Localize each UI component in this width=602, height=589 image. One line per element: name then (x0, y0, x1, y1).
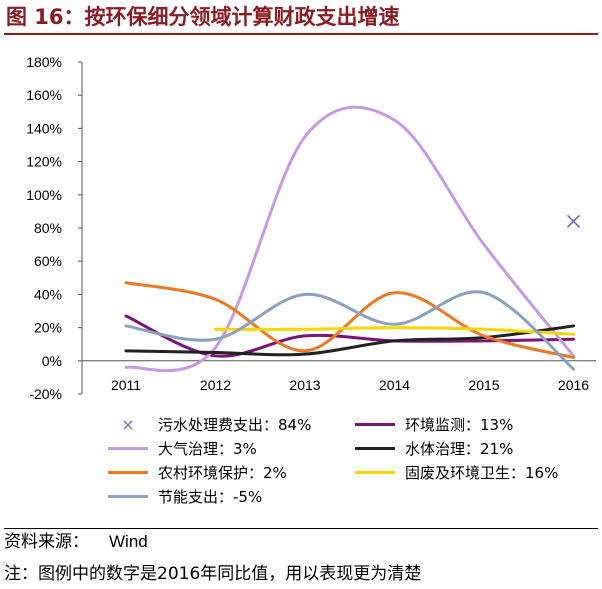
legend-swatch (355, 470, 395, 474)
legend-item: 农村环境保护：2% (108, 461, 287, 483)
x-tick-label: 2013 (289, 377, 320, 393)
x-tick-label: 2014 (379, 377, 410, 393)
line-chart: 180% 160% 140% 120% 100% 80% 60% 40% 20% 0% -20% 2… (26, 54, 596, 402)
legend-label: 污水处理费支出：84% (158, 415, 312, 434)
y-tick-label: 160% (26, 87, 62, 103)
series-line-6 (124, 290, 575, 371)
legend-swatch (108, 446, 148, 450)
x-tick-label: 2011 (111, 377, 141, 393)
y-tick-label: 180% (26, 54, 62, 70)
legend-swatch (355, 446, 395, 450)
y-tick-label: -20% (29, 386, 62, 402)
series-marker-point (566, 214, 581, 228)
legend-swatch (108, 494, 148, 498)
footer-divider (4, 528, 598, 529)
legend-item: 环境监测：13% (355, 413, 513, 435)
legend-label: 环境监测：13% (405, 415, 514, 434)
legend-item: 大气治理：3% (108, 437, 257, 459)
series-line-2 (124, 105, 575, 373)
source-value: Wind (109, 532, 148, 551)
y-tick-label: 60% (34, 253, 62, 269)
legend-label: 节能支出：-5% (158, 487, 263, 506)
y-tick-label: 80% (34, 220, 62, 236)
legend-label: 固废及环境卫生：16% (405, 463, 559, 482)
footnote: 注：图例中的数字是2016年同比值，用以表现更为清楚 (4, 564, 422, 584)
y-tick-label: 20% (34, 320, 62, 336)
legend-label: 水体治理：21% (405, 439, 514, 458)
legend-item: 固废及环境卫生：16% (355, 461, 558, 483)
y-axis: 180% 160% 140% 120% 100% 80% 60% 40% 20% 0% -20% (26, 54, 83, 402)
legend-swatch (108, 470, 148, 474)
source-line: 资料来源： Wind (4, 530, 148, 554)
legend-swatch: × (121, 414, 135, 434)
x-tick-label: 2016 (558, 377, 589, 393)
legend-swatch (355, 422, 395, 426)
legend-item: × 污水处理费支出：84% (108, 413, 311, 435)
title-divider (4, 33, 598, 35)
legend-item: 节能支出：-5% (108, 485, 262, 507)
series-lines (124, 105, 581, 373)
series-line-3 (124, 324, 575, 357)
y-tick-label: 120% (26, 154, 62, 170)
source-label: 资料来源： (4, 532, 89, 552)
y-tick-label: 0% (42, 353, 62, 369)
x-tick-label: 2015 (468, 377, 499, 393)
y-tick-label: 100% (26, 187, 62, 203)
series-line-4 (124, 281, 575, 359)
y-tick-label: 140% (26, 120, 62, 136)
series-line-5 (214, 326, 575, 336)
figure-title: 图 16：按环保细分领域计算财政支出增速 (6, 5, 400, 29)
legend-item: 水体治理：21% (355, 437, 513, 459)
legend-label: 大气治理：3% (158, 439, 257, 458)
x-axis: 2011 2012 2013 2014 2015 2016 (82, 360, 596, 393)
x-tick-label: 2012 (200, 377, 231, 393)
legend-label: 农村环境保护：2% (158, 463, 287, 482)
y-tick-label: 40% (34, 286, 62, 302)
